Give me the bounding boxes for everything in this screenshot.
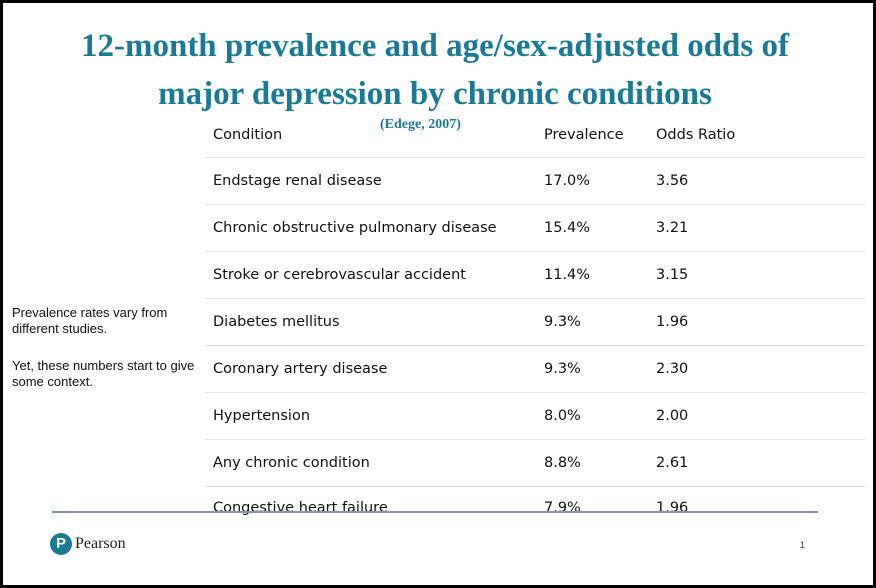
footer-divider — [52, 511, 818, 513]
table-row: Any chronic condition 8.8% 2.61 — [205, 439, 865, 487]
cell-condition: Endstage renal disease — [205, 157, 536, 205]
cell-prevalence: 7.9% — [544, 500, 581, 516]
table-header-row: Condition Prevalence Odds Ratio — [205, 107, 865, 158]
cell-prevalence: 11.4% — [536, 251, 648, 299]
cell-condition: Stroke or cerebrovascular accident — [205, 251, 536, 299]
cell-odds-ratio: 2.61 — [648, 439, 865, 487]
cell-condition: Any chronic condition — [205, 439, 536, 487]
page-number: 1 — [800, 540, 806, 550]
header-condition: Condition — [205, 107, 536, 158]
pearson-logo-icon: P — [50, 533, 72, 555]
cell-prevalence: 8.8% — [536, 439, 648, 487]
table-row: Hypertension 8.0% 2.00 — [205, 392, 865, 440]
cell-prevalence: 9.3% — [536, 345, 648, 393]
cell-condition: Hypertension — [205, 392, 536, 440]
pearson-logo-text: Pearson — [75, 535, 126, 552]
cell-odds-ratio: 3.56 — [648, 157, 865, 205]
table-row: Stroke or cerebrovascular accident 11.4% 3… — [205, 251, 865, 299]
table-row: Coronary artery disease 9.3% 2.30 — [205, 345, 865, 393]
table-row: Endstage renal disease 17.0% 3.56 — [205, 157, 865, 205]
header-odds-ratio: Odds Ratio — [648, 107, 865, 158]
cell-prevalence: 9.3% — [536, 298, 648, 346]
title-line-2: major depression by chronic conditions — [158, 76, 712, 112]
table-row: Diabetes mellitus 9.3% 1.96 — [205, 298, 865, 346]
header-prevalence: Prevalence — [536, 107, 648, 158]
cell-condition: Congestive heart failure — [213, 500, 388, 516]
cell-odds-ratio: 3.15 — [648, 251, 865, 299]
cell-odds-ratio: 2.00 — [648, 392, 865, 440]
side-note-1: Prevalence rates vary from different stu… — [12, 305, 168, 336]
table-row: Chronic obstructive pulmonary disease 15.… — [205, 204, 865, 252]
cell-prevalence: 15.4% — [536, 204, 648, 252]
cell-condition: Chronic obstructive pulmonary disease — [205, 204, 536, 252]
cell-condition: Diabetes mellitus — [205, 298, 536, 346]
conditions-table: Condition Prevalence Odds Ratio Endstage… — [205, 107, 865, 529]
cell-odds-ratio: 1.96 — [648, 298, 865, 346]
cell-odds-ratio: 3.21 — [648, 204, 865, 252]
cell-odds-ratio: 1.96 — [656, 500, 689, 516]
pearson-logo: P Pearson — [50, 533, 126, 555]
side-note-2: Yet, these numbers start to give some co… — [12, 358, 195, 389]
cell-odds-ratio: 2.30 — [648, 345, 865, 393]
citation: (Edege, 2007) — [380, 117, 461, 132]
title-line-1: 12-month prevalence and age/sex-adjusted… — [80, 28, 789, 64]
cell-condition: Coronary artery disease — [205, 345, 536, 393]
cell-prevalence: 17.0% — [536, 157, 648, 205]
slide-title: 12-month prevalence and age/sex-adjusted… — [0, 22, 873, 118]
cell-prevalence: 8.0% — [536, 392, 648, 440]
table-row: Congestive heart failure 7.9% 1.96 — [205, 487, 865, 530]
